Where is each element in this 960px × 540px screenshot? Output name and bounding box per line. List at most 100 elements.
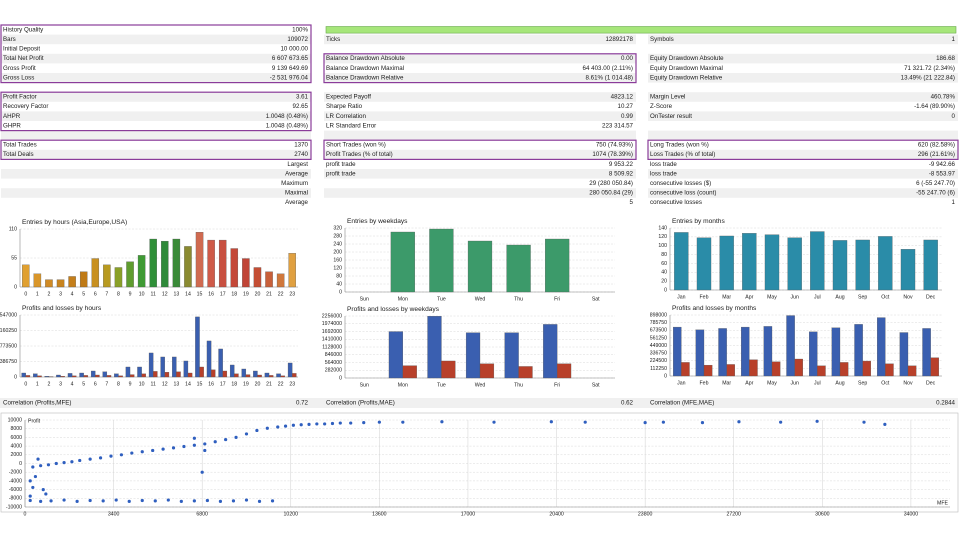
x-tick-label: 20400 [549, 511, 564, 517]
bar [810, 231, 825, 291]
stat-label: LR Standard Error [326, 122, 376, 129]
x-tick-label: 1 [36, 291, 39, 297]
bar [681, 362, 690, 377]
stat-label: Symbols [650, 36, 674, 43]
bar [257, 374, 262, 378]
x-tick-label: 30600 [815, 511, 830, 517]
x-tick-label: 3 [59, 291, 62, 297]
stat-label: Short Trades (won %) [326, 142, 386, 149]
y-tick-label: 0 [339, 289, 342, 295]
bar [518, 366, 533, 379]
stat-value: 92.65 [293, 103, 309, 110]
y-tick-label: 1547000 [0, 312, 17, 318]
scatter-point [33, 474, 38, 479]
bar [268, 375, 274, 378]
stat-label: OnTester result [650, 113, 692, 120]
bar [674, 232, 689, 291]
bar [673, 326, 682, 377]
y-tick-label: 773500 [0, 343, 17, 349]
scatter-point [109, 454, 113, 458]
scatter-point [265, 426, 269, 430]
y-tick-label: 0 [664, 373, 667, 379]
stat-value: 2740 [294, 151, 308, 158]
stat-value: 0.00 [621, 55, 634, 62]
group-frame [0, 91, 312, 132]
scatter-point [307, 422, 311, 426]
y-tick-label: 20 [661, 279, 667, 285]
bar [45, 279, 53, 288]
x-tick-label: 21 [266, 291, 272, 297]
x-tick-label: 17000 [461, 511, 476, 517]
bar [878, 236, 893, 291]
scatter-point [315, 422, 319, 426]
y-tick-label: 0 [664, 287, 667, 293]
bar [465, 332, 481, 379]
x-tick-label: Feb [700, 380, 709, 386]
stat-label: loss trade [650, 161, 677, 168]
x-tick-label: Dec [926, 294, 936, 300]
x-tick-label: 17 [220, 381, 226, 387]
x-tick-label: 5 [82, 291, 85, 297]
bar [441, 360, 456, 379]
stat-value: 0 [952, 113, 956, 120]
stat-value: 223 314.57 [602, 122, 634, 129]
scatter-point [492, 420, 496, 424]
x-tick-label: 16 [208, 291, 214, 297]
x-tick-label: 1 [36, 381, 39, 387]
bar [287, 362, 293, 378]
stat-label: consecutive loss (count) [650, 190, 716, 197]
stat-label: Gross Loss [3, 74, 34, 81]
correlation-label: Correlation (Profits,MFE) [3, 400, 71, 407]
bar [930, 357, 939, 377]
scatter-point [205, 498, 209, 503]
y-tick-label: 6000 [10, 435, 22, 441]
group-frame [323, 139, 637, 160]
scatter-point [440, 420, 444, 424]
stat-value: 8 509.92 [609, 170, 634, 177]
x-tick-label: Jan [677, 380, 685, 386]
stat-label: Bars [3, 36, 16, 43]
y-tick-label: 40 [336, 281, 342, 287]
bar [183, 360, 189, 378]
stat-label: Z-Score [650, 103, 673, 110]
bar [106, 375, 112, 378]
bar [899, 332, 909, 377]
y-tick-label: 0 [14, 284, 17, 290]
x-tick-label: 6 [94, 291, 97, 297]
bar [206, 340, 212, 378]
stat-value: 100% [292, 26, 308, 33]
x-tick-label: May [767, 380, 777, 386]
stat-label: Profit Factor [3, 94, 37, 101]
bar [832, 240, 848, 291]
scatter-point [377, 420, 381, 424]
correlation-label: Correlation (Profits,MAE) [326, 400, 395, 407]
scatter-point [349, 421, 353, 425]
scatter-point [153, 499, 157, 503]
stat-label: LR Correlation [326, 113, 366, 120]
group-frame [647, 139, 959, 160]
stat-value: -9 942.66 [929, 161, 956, 168]
scatter-point [549, 420, 553, 424]
y-tick-label: 561250 [650, 335, 667, 341]
x-tick-label: 27200 [727, 511, 742, 517]
bar [90, 370, 96, 378]
bar [222, 370, 228, 378]
bar [923, 239, 938, 291]
stat-value: 1.0048 (0.48%) [266, 122, 308, 129]
x-tick-label: Sat [592, 296, 600, 302]
scatter-point [192, 436, 196, 440]
stat-label: Margin Level [650, 94, 685, 101]
y-tick-label: -8000 [9, 496, 22, 502]
x-tick-label: 10 [139, 291, 145, 297]
stat-label: Recovery Factor [3, 103, 48, 110]
scatter-point [101, 499, 105, 503]
bar [854, 324, 863, 377]
correlation-label: Correlation (MFE,MAE) [650, 400, 714, 407]
bar [230, 248, 239, 288]
scatter-point [41, 488, 45, 492]
y-tick-label: 564000 [325, 360, 342, 366]
bar [114, 373, 119, 378]
x-tick-label: 17 [220, 291, 226, 297]
scatter-point [234, 435, 238, 439]
